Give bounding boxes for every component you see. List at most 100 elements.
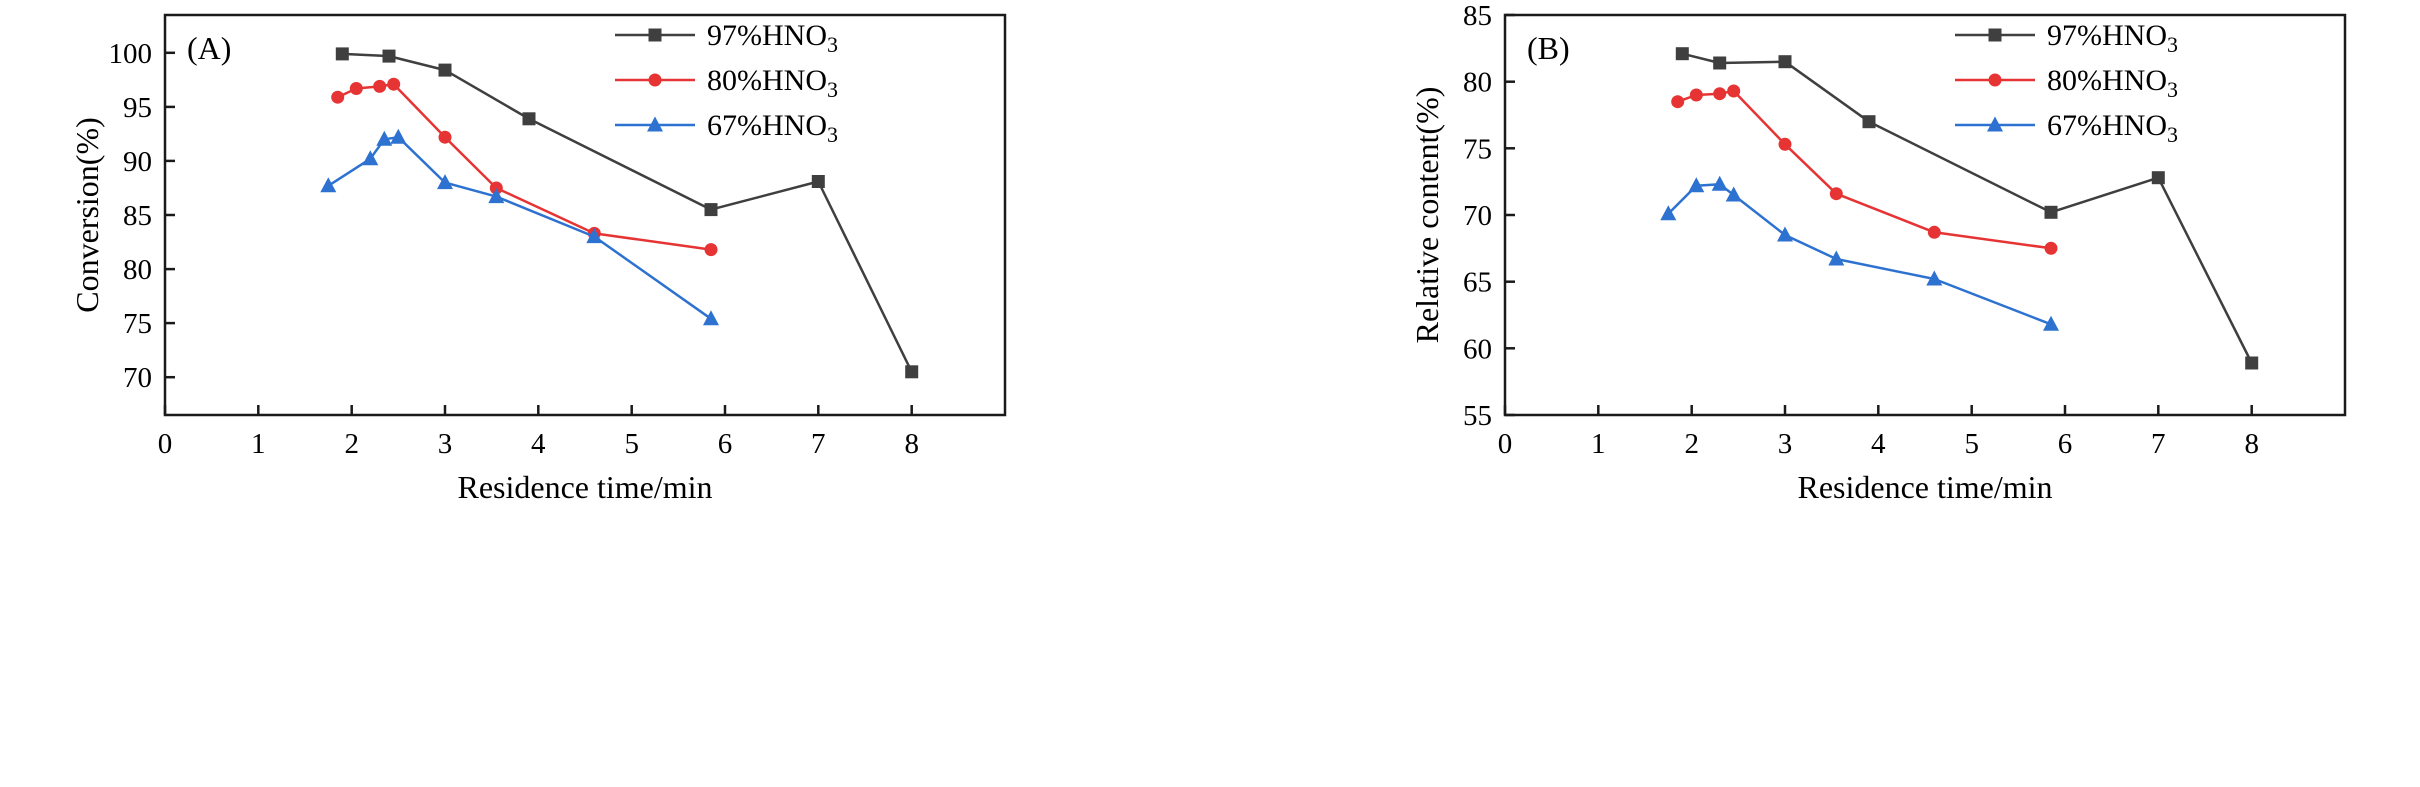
x-axis-tick-label: 2: [1684, 428, 1699, 460]
y-axis-tick-label: 65: [1463, 267, 1492, 299]
data-point-square: [1778, 55, 1792, 69]
y-axis-tick-label: 85: [1463, 0, 1492, 32]
data-point-circle: [438, 130, 452, 144]
legend-item: 80%HNO3: [1955, 64, 2178, 102]
x-axis-tick-label: 3: [438, 428, 453, 460]
data-point-triangle: [488, 188, 505, 204]
data-point-circle: [373, 79, 387, 93]
data-point-square: [905, 365, 919, 379]
data-point-triangle: [586, 228, 603, 244]
figure-row: 0 1 2 3 4 5 6 7 8 70 75 80 85 90 95 100 97%HNO3 80%HNO3 67…: [69, 0, 2360, 525]
series-line: [1667, 183, 2052, 326]
data-point-triangle: [1777, 226, 1793, 242]
data-point-triangle: [1926, 270, 1943, 286]
data-point-square: [1862, 115, 1876, 129]
data-point-triangle: [1828, 250, 1845, 266]
y-axis-label: Conversion(%): [70, 117, 105, 313]
legend-item: 80%HNO3: [615, 64, 838, 102]
legend-label: 97%HNO3: [2047, 19, 2178, 57]
data-point-circle: [349, 82, 363, 95]
x-axis-tick-label: 4: [531, 428, 546, 460]
x-axis-tick-label: 4: [1871, 428, 1886, 460]
data-point-circle: [331, 90, 345, 104]
data-point-square: [2245, 356, 2259, 370]
legend-label: 80%HNO3: [2047, 64, 2178, 102]
data-point-triangle: [320, 177, 337, 193]
data-point-circle: [1689, 88, 1703, 102]
data-point-circle: [1988, 73, 2002, 87]
data-point-circle: [489, 181, 503, 195]
data-point-triangle: [703, 310, 719, 326]
y-axis-tick-label: 80: [123, 254, 152, 286]
legend-item: 97%HNO3: [615, 19, 838, 57]
data-point-triangle: [1711, 175, 1728, 191]
data-point-square: [648, 28, 662, 42]
data-point-square: [1675, 47, 1689, 61]
y-axis-tick-label: 95: [123, 92, 152, 124]
y-axis-tick-label: 90: [123, 146, 152, 178]
legend-item: 67%HNO3: [1955, 109, 2178, 147]
data-point-square: [2151, 171, 2165, 185]
data-point-triangle: [647, 116, 663, 132]
x-axis-tick-label: 7: [811, 428, 826, 460]
data-point-circle: [1713, 87, 1727, 101]
y-axis-tick-label: 55: [1463, 400, 1492, 432]
x-axis-tick-label: 8: [904, 428, 919, 460]
x-axis-tick-label: 6: [718, 428, 733, 460]
plot-frame: [1503, 13, 2347, 417]
data-point-circle: [2044, 241, 2058, 255]
data-point-circle: [1727, 84, 1741, 98]
data-point-triangle: [390, 128, 407, 144]
data-point-square: [335, 47, 349, 61]
x-axis-label: Residence time/min: [457, 469, 712, 505]
data-point-circle: [704, 243, 718, 257]
data-point-square: [382, 49, 396, 63]
data-point-circle: [1829, 187, 1843, 201]
x-axis-tick-label: 1: [1591, 428, 1606, 460]
legend-label: 97%HNO3: [707, 19, 838, 57]
y-axis-tick-label: 85: [123, 200, 152, 232]
chart-A-svg: 0 1 2 3 4 5 6 7 8 70 75 80 85 90 95 100 97%HNO3 80%HNO3 67…: [69, 13, 1007, 505]
data-point-square: [2044, 205, 2058, 219]
data-point-square: [811, 175, 825, 188]
x-axis-tick-label: 0: [1498, 428, 1513, 460]
data-point-triangle: [2043, 315, 2059, 331]
data-point-triangle: [1987, 116, 2003, 132]
data-point-square: [522, 112, 536, 126]
legend-label: 67%HNO3: [2047, 109, 2178, 147]
data-point-triangle: [376, 130, 393, 146]
data-point-square: [438, 63, 452, 77]
data-point-circle: [648, 73, 662, 87]
data-point-triangle: [362, 150, 379, 166]
series-line: [337, 82, 712, 251]
x-axis-tick-label: 1: [251, 428, 265, 460]
data-point-triangle: [437, 174, 453, 190]
series-line: [1677, 89, 2052, 250]
y-axis-tick-label: 80: [1463, 67, 1492, 99]
chart-panel-B: 0 1 2 3 4 5 6 7 8 55 60 65 70 75 80 85 97%HNO3 80%HNO3 67%…: [1409, 0, 2360, 525]
y-axis-tick-label: 60: [1463, 333, 1492, 365]
y-axis-tick-label: 100: [109, 38, 153, 70]
y-axis-tick-label: 75: [123, 308, 152, 340]
data-point-circle: [1778, 137, 1792, 151]
chart-B-svg: 0 1 2 3 4 5 6 7 8 55 60 65 70 75 80 85 97%HNO3 80%HNO3 67%…: [1409, 0, 2347, 505]
legend-item: 67%HNO3: [615, 109, 838, 147]
x-axis-tick-label: 3: [1778, 428, 1793, 460]
x-axis-label: Residence time/min: [1797, 469, 2052, 505]
legend-label: 67%HNO3: [707, 109, 838, 147]
y-axis-tick-label: 70: [1463, 200, 1492, 232]
x-axis-tick-label: 7: [2151, 428, 2166, 460]
data-point-square: [704, 203, 718, 217]
x-axis-tick-label: 0: [158, 428, 173, 460]
legend-label: 80%HNO3: [707, 64, 838, 102]
panel-label: (A): [187, 30, 231, 66]
plot-frame: [163, 13, 1007, 417]
x-axis-tick-label: 5: [624, 428, 639, 460]
panel-label: (B): [1527, 30, 1570, 66]
data-point-circle: [387, 77, 401, 91]
data-point-triangle: [1725, 186, 1742, 202]
chart-panel-A: 0 1 2 3 4 5 6 7 8 70 75 80 85 90 95 100 97%HNO3 80%HNO3 67…: [69, 0, 1020, 525]
data-point-square: [1988, 28, 2002, 42]
data-point-circle: [1671, 95, 1685, 109]
x-axis-tick-label: 2: [344, 428, 359, 460]
